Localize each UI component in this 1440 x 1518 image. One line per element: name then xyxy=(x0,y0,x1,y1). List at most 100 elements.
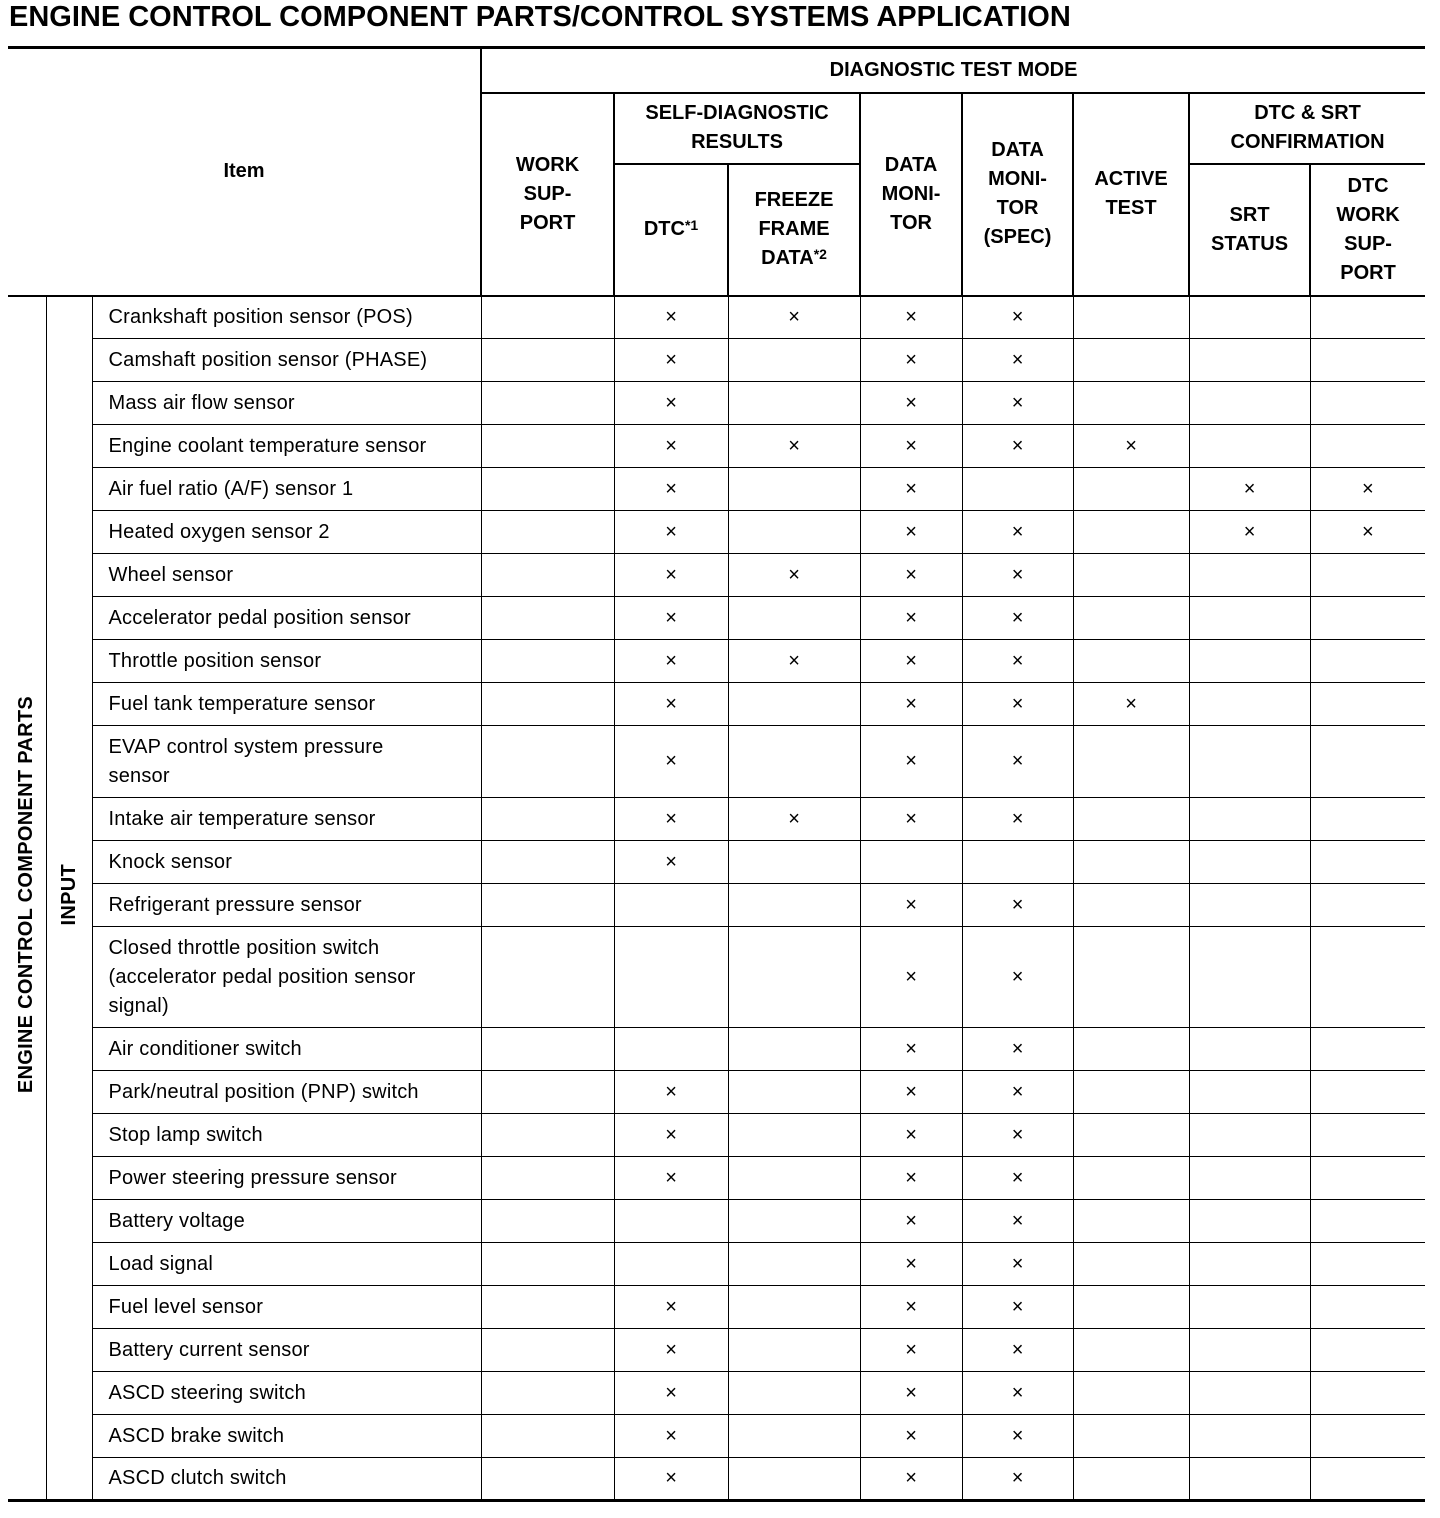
cell-data-monitor-spec: × xyxy=(961,553,1074,597)
cell-data-monitor-spec: × xyxy=(961,596,1074,640)
header-diagnostic-test-mode: DIAGNOSTIC TEST MODE xyxy=(480,46,1426,94)
applicable-mark: × xyxy=(665,606,677,629)
cell-freeze-frame-data xyxy=(727,338,861,382)
cell-active-test xyxy=(1072,553,1190,597)
cell-active-test xyxy=(1072,510,1190,554)
cell-freeze-frame-data xyxy=(727,1113,861,1157)
applicable-mark: × xyxy=(1011,1338,1024,1361)
cell-freeze-frame-data xyxy=(727,1242,861,1286)
applicable-mark: × xyxy=(665,477,677,500)
cell-freeze-frame-data: × xyxy=(727,424,861,468)
header-work-support: WORK SUP- PORT xyxy=(480,91,616,297)
cell-srt-status xyxy=(1188,926,1311,1028)
cell-dtc-work-support xyxy=(1309,797,1426,841)
cell-active-test xyxy=(1072,840,1190,884)
cell-data-monitor: × xyxy=(859,596,963,640)
header-freeze-frame-label: FREEZE FRAME DATA xyxy=(754,189,834,269)
applicable-mark: × xyxy=(905,692,917,715)
cell-dtc: × xyxy=(613,381,729,425)
cell-dtc: × xyxy=(613,1457,729,1502)
table-row: Load signal × × xyxy=(8,1242,1426,1286)
applicable-mark: × xyxy=(905,1123,917,1146)
applicable-mark: × xyxy=(665,1424,677,1447)
cell-data-monitor: × xyxy=(859,639,963,683)
cell-active-test xyxy=(1072,1113,1190,1157)
cell-srt-status xyxy=(1188,1156,1311,1200)
cell-dtc-work-support xyxy=(1309,1457,1426,1502)
applicable-mark: × xyxy=(905,1080,917,1103)
cell-data-monitor: × xyxy=(859,725,963,798)
cell-data-monitor-spec: × xyxy=(961,381,1074,425)
item-name: Fuel level sensor xyxy=(91,1285,482,1329)
applicable-mark: × xyxy=(1011,649,1024,672)
cell-freeze-frame-data xyxy=(727,510,861,554)
cell-dtc-work-support xyxy=(1309,1027,1426,1071)
cell-srt-status xyxy=(1188,294,1311,339)
applicable-mark: × xyxy=(1011,1467,1024,1489)
cell-srt-status xyxy=(1188,1070,1311,1114)
page-title: ENGINE CONTROL COMPONENT PARTS/CONTROL S… xyxy=(9,1,1071,33)
applicable-mark: × xyxy=(905,391,917,414)
applicable-mark: × xyxy=(665,1166,677,1189)
item-name: Load signal xyxy=(91,1242,482,1286)
applicable-mark: × xyxy=(1011,305,1024,328)
cell-srt-status xyxy=(1188,1457,1311,1502)
applicable-mark: × xyxy=(905,1166,917,1189)
item-name: Heated oxygen sensor 2 xyxy=(91,510,482,554)
cell-srt-status xyxy=(1188,1371,1311,1415)
applicable-mark: × xyxy=(1011,1209,1024,1232)
table-row: Wheel sensor × × × × xyxy=(8,553,1426,597)
cell-data-monitor-spec: × xyxy=(961,1285,1074,1329)
header-freeze-frame-data: FREEZE FRAME DATA*2 xyxy=(727,162,862,297)
cell-dtc-work-support xyxy=(1309,1199,1426,1243)
cell-freeze-frame-data xyxy=(727,1285,861,1329)
cell-dtc-work-support xyxy=(1309,926,1426,1028)
applicable-mark: × xyxy=(1361,477,1374,500)
cell-dtc-work-support xyxy=(1309,294,1426,339)
cell-dtc-work-support xyxy=(1309,338,1426,382)
cell-dtc-work-support xyxy=(1309,381,1426,425)
applicable-mark: × xyxy=(665,1123,677,1146)
footnote-ref-1: *1 xyxy=(684,217,699,233)
cell-work-support xyxy=(480,294,615,339)
cell-work-support xyxy=(480,1156,615,1200)
table-body: ENGINE CONTROL COMPONENT PARTS INPUT Crank… xyxy=(8,294,1426,1502)
cell-srt-status: × xyxy=(1188,510,1311,554)
cell-data-monitor: × xyxy=(859,467,963,511)
cell-active-test xyxy=(1072,294,1190,339)
cell-data-monitor: × xyxy=(859,1371,963,1415)
cell-dtc: × xyxy=(613,725,729,798)
cell-work-support xyxy=(480,1070,615,1114)
cell-dtc: × xyxy=(613,294,729,339)
cell-data-monitor xyxy=(859,840,963,884)
cell-active-test: × xyxy=(1072,424,1190,468)
table-row: Accelerator pedal position sensor × × × xyxy=(8,596,1426,640)
header-dtc-srt-confirmation: DTC & SRT CONFIRMATION xyxy=(1188,91,1426,165)
cell-dtc: × xyxy=(613,1070,729,1114)
applicable-mark: × xyxy=(905,893,917,916)
cell-dtc-work-support xyxy=(1309,1414,1426,1458)
header-data-monitor: DATA MONI- TOR xyxy=(859,91,964,297)
cell-work-support xyxy=(480,1242,615,1286)
cell-active-test xyxy=(1072,639,1190,683)
cell-dtc-work-support xyxy=(1309,840,1426,884)
cell-dtc-work-support xyxy=(1309,883,1426,927)
item-name: ASCD brake switch xyxy=(91,1414,482,1458)
applicable-mark: × xyxy=(905,1252,917,1275)
cell-dtc: × xyxy=(613,338,729,382)
cell-data-monitor-spec: × xyxy=(961,510,1074,554)
table-row: ASCD steering switch × × × xyxy=(8,1371,1426,1415)
table-row: Stop lamp switch × × × xyxy=(8,1113,1426,1157)
table-row: Power steering pressure sensor × × × xyxy=(8,1156,1426,1200)
cell-active-test: × xyxy=(1072,682,1190,726)
cell-dtc xyxy=(613,883,729,927)
header-dtc-label: DTC xyxy=(643,218,685,240)
cell-active-test xyxy=(1072,1457,1190,1502)
cell-freeze-frame-data: × xyxy=(727,797,861,841)
applicable-mark: × xyxy=(1243,520,1256,543)
cell-freeze-frame-data xyxy=(727,1156,861,1200)
cell-srt-status xyxy=(1188,553,1311,597)
item-name: EVAP control system pressure sensor xyxy=(91,725,482,798)
applicable-mark: × xyxy=(905,563,917,586)
cell-data-monitor-spec: × xyxy=(961,926,1074,1028)
